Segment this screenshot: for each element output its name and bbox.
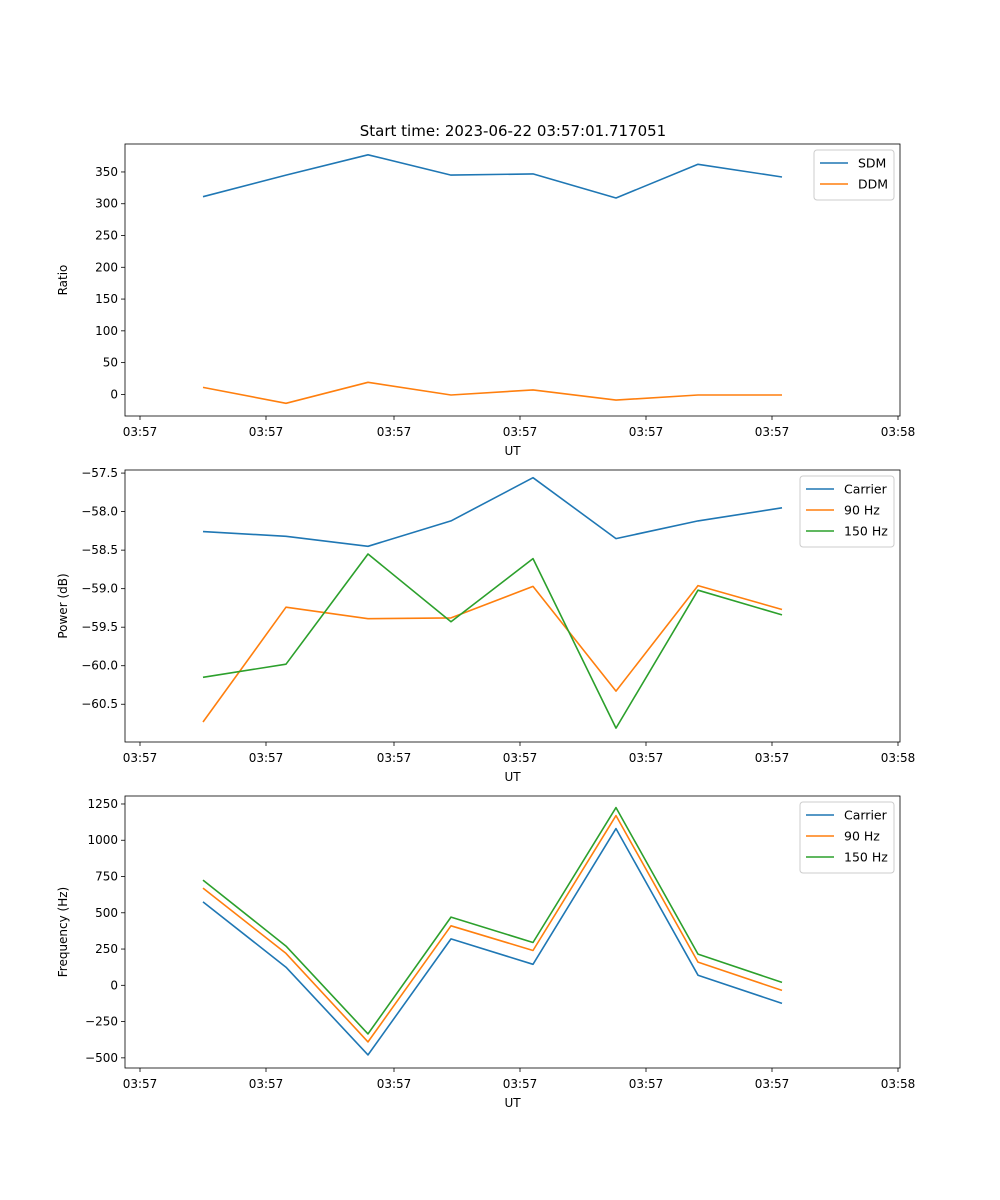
legend-box <box>799 475 895 548</box>
x-tick-label: 03:57 <box>755 425 790 439</box>
legend: SDM DDM <box>813 149 895 201</box>
x-tick-label: 03:58 <box>881 751 916 765</box>
y-tick-label: 0 <box>110 978 118 992</box>
x-tick-label: 03:57 <box>629 425 664 439</box>
y-tick-label: 250 <box>95 942 118 956</box>
legend-label: Carrier <box>844 482 888 497</box>
x-axis-label: UT <box>504 1096 521 1110</box>
x-tick-label: 03:57 <box>249 425 284 439</box>
x-tick-label: 03:58 <box>881 1077 916 1091</box>
y-tick-label: −60.0 <box>81 659 118 673</box>
legend-label: 90 Hz <box>844 829 880 844</box>
y-tick-label: 750 <box>95 870 118 884</box>
x-tick-label: 03:57 <box>377 1077 412 1091</box>
y-tick-label: −59.5 <box>81 620 118 634</box>
series-line-carrier <box>202 476 783 548</box>
y-tick-label: 200 <box>95 260 118 274</box>
y-tick-label: 100 <box>95 324 118 338</box>
series-line-90-hz <box>202 584 783 723</box>
x-tick-label: 03:57 <box>249 751 284 765</box>
axes-frame <box>124 795 901 1069</box>
x-tick-label: 03:57 <box>503 1077 538 1091</box>
x-tick-label: 03:57 <box>503 751 538 765</box>
legend-label: Carrier <box>844 808 888 823</box>
chart-panel-3: 03:57 03:57 03:57 03:57 03:57 03:57 03:58 −500 −… <box>56 795 916 1110</box>
x-tick-label: 03:57 <box>123 1077 158 1091</box>
y-tick-label: −59.0 <box>81 582 118 596</box>
y-tick-label: −58.5 <box>81 543 118 557</box>
legend-label: 90 Hz <box>844 503 880 518</box>
series-line-150-hz <box>202 553 783 729</box>
x-tick-label: 03:57 <box>629 751 664 765</box>
x-tick-label: 03:57 <box>503 425 538 439</box>
series-line-ddm <box>202 381 782 405</box>
chart-panel-1: 03:57 03:57 03:57 03:57 03:57 03:57 03:58 0 50 10… <box>56 143 916 458</box>
y-tick-label: −57.5 <box>81 466 118 480</box>
y-tick-label: 50 <box>103 356 118 370</box>
y-tick-label: 250 <box>95 229 118 243</box>
y-tick-label: 1250 <box>87 797 118 811</box>
x-tick-label: 03:57 <box>755 751 790 765</box>
y-tick-label: 500 <box>95 906 118 920</box>
y-tick-label: −58.0 <box>81 505 118 519</box>
legend-label: 150 Hz <box>844 850 888 865</box>
axes-frame <box>124 143 901 417</box>
chart-panels: 03:57 03:57 03:57 03:57 03:57 03:57 03:58 0 50 10… <box>56 143 916 1110</box>
figure-title: Start time: 2023-06-22 03:57:01.717051 <box>360 122 666 140</box>
x-axis-label: UT <box>504 770 521 784</box>
x-tick-label: 03:57 <box>755 1077 790 1091</box>
legend-box <box>799 801 895 874</box>
y-axis-label: Frequency (Hz) <box>56 887 70 978</box>
x-tick-label: 03:58 <box>881 425 916 439</box>
y-tick-label: 150 <box>95 292 118 306</box>
legend-label: SDM <box>858 156 886 171</box>
x-axis-label: UT <box>504 444 521 458</box>
series-line-carrier <box>202 827 783 1056</box>
x-tick-label: 03:57 <box>377 751 412 765</box>
x-tick-label: 03:57 <box>629 1077 664 1091</box>
legend: Carrier 90 Hz 150 Hz <box>799 801 895 874</box>
series-line-90-hz <box>202 814 783 1043</box>
x-tick-label: 03:57 <box>123 425 158 439</box>
series-line-150-hz <box>202 806 783 1035</box>
legend: Carrier 90 Hz 150 Hz <box>799 475 895 548</box>
y-tick-label: 0 <box>110 387 118 401</box>
y-axis-label: Ratio <box>56 265 70 296</box>
legend-label: 150 Hz <box>844 524 888 539</box>
x-tick-label: 03:57 <box>377 425 412 439</box>
series-line-sdm <box>202 154 783 199</box>
y-axis-label: Power (dB) <box>56 573 70 638</box>
x-tick-label: 03:57 <box>123 751 158 765</box>
x-tick-label: 03:57 <box>249 1077 284 1091</box>
legend-label: DDM <box>858 177 888 192</box>
y-tick-label: −500 <box>85 1051 118 1065</box>
y-tick-label: 1000 <box>87 833 118 847</box>
y-tick-label: 350 <box>95 165 118 179</box>
y-tick-label: 300 <box>95 197 118 211</box>
y-tick-label: −250 <box>85 1015 118 1029</box>
chart-panel-2: 03:57 03:57 03:57 03:57 03:57 03:57 03:58 −60.5… <box>56 466 915 784</box>
y-tick-label: −60.5 <box>81 697 118 711</box>
axes-frame <box>124 469 901 743</box>
